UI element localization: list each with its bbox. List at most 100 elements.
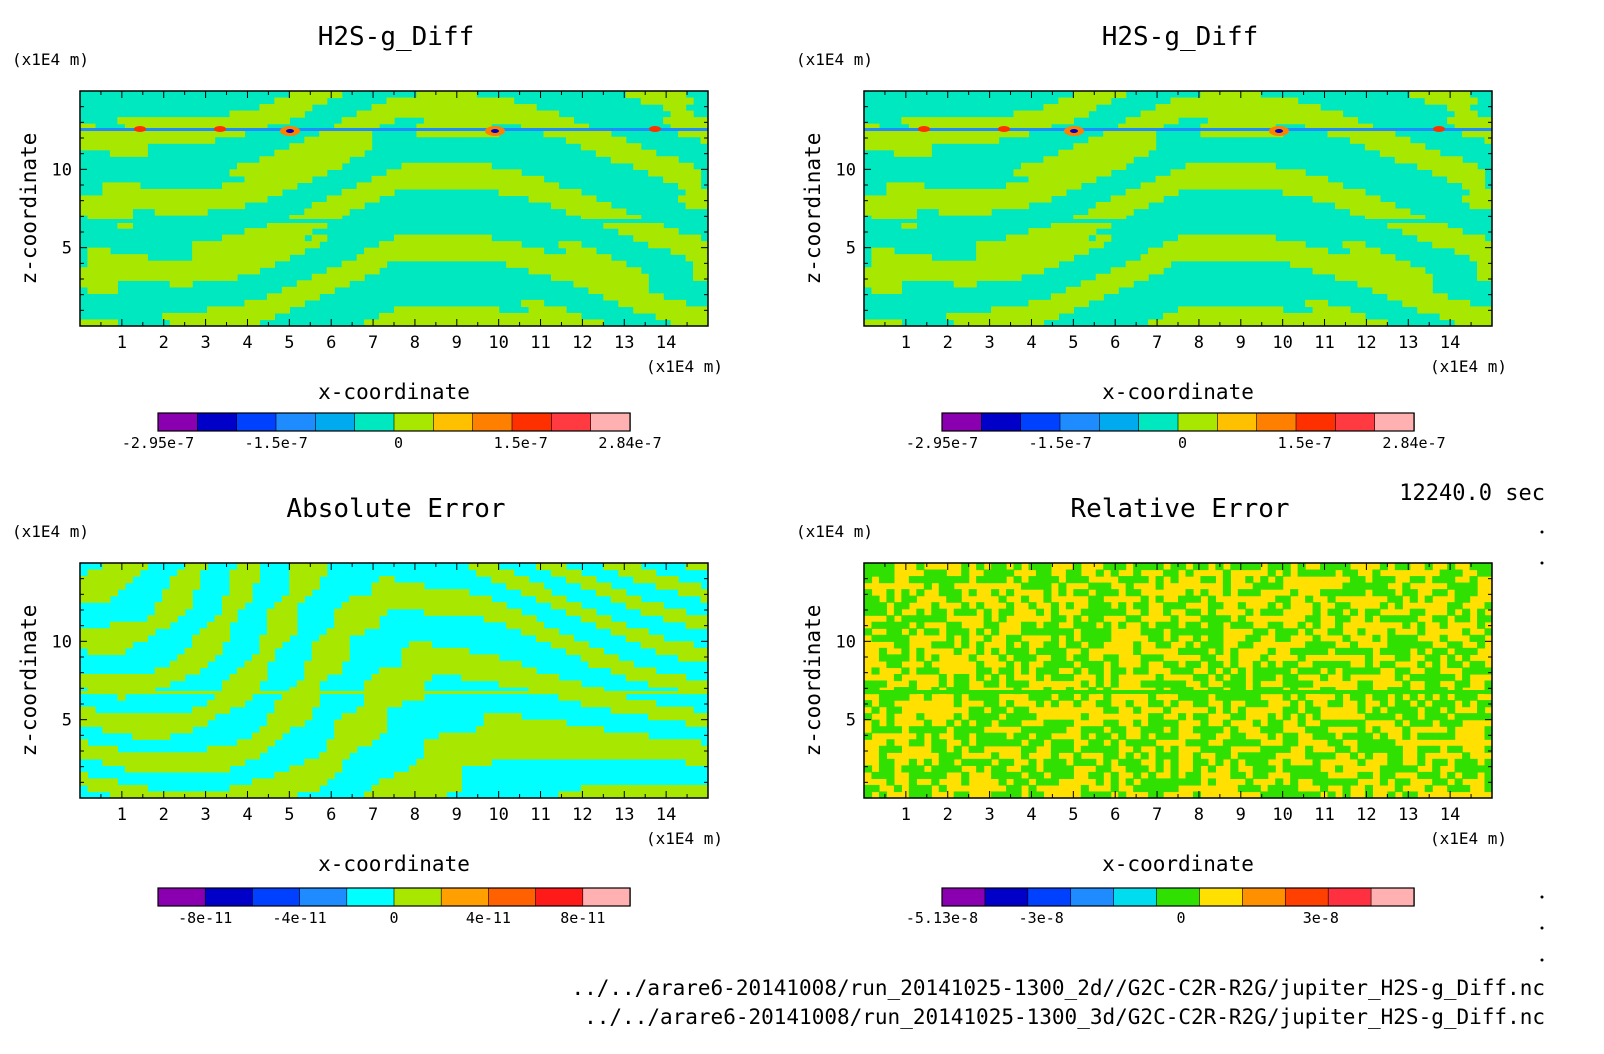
heatmap-cell [423,104,432,112]
heatmap-cell [1364,130,1373,138]
heatmap-cell [655,169,664,177]
heatmap-cell [670,123,679,131]
heatmap-cell [1267,110,1276,118]
heatmap-cell [438,182,447,190]
heatmap-cell [528,247,537,255]
heatmap-cell [693,273,702,281]
heatmap-cell [640,745,649,753]
heatmap-cell [192,247,201,255]
heatmap-cell [386,247,395,255]
heatmap-cell [513,312,522,321]
heatmap-cell [319,752,328,760]
heatmap-cell [1207,175,1216,183]
heatmap-cell [94,569,104,577]
heatmap-cell [117,267,126,275]
heatmap-cell [251,117,261,125]
heatmap-cell [1372,201,1381,210]
heatmap-cell [1185,175,1194,183]
heatmap-cell [1088,97,1097,105]
heatmap-cell [259,726,268,734]
heatmap-cell [94,201,104,210]
heatmap-cell [453,608,462,616]
heatmap-cell [655,673,664,682]
y-axis-title: z-coordinate [17,605,41,757]
heatmap-cell [1394,136,1403,144]
heatmap-cell [356,117,365,125]
heatmap-cell [1222,123,1231,131]
heatmap-cell [1432,156,1441,164]
heatmap-cell [1372,143,1381,151]
heatmap-cell [423,791,432,798]
heatmap-cell [573,576,582,584]
heatmap-cell [1095,273,1104,281]
heatmap-cell [1312,312,1321,321]
heatmap-cell [102,143,111,151]
heatmap-cell [199,641,208,649]
heatmap-cell [1237,169,1246,177]
heatmap-cell [931,739,940,747]
colorbar-frame [157,887,631,907]
heatmap-cell [961,123,970,131]
heatmap-cell [154,713,163,721]
heatmap-cell [468,97,477,105]
heatmap-cell [491,667,500,675]
heatmap-cell [663,641,672,649]
heatmap-cell [573,312,582,321]
heatmap-cell [886,634,895,642]
heatmap-cell [991,647,1000,655]
heatmap-cell [266,188,275,197]
heatmap-cell [1267,169,1276,177]
heatmap-cell [1305,247,1314,255]
heatmap-cell [1200,123,1209,131]
heatmap-cell [289,234,298,242]
heatmap-cell [296,293,305,301]
heatmap-cell [207,195,216,203]
heatmap-cell [618,293,627,301]
heatmap-cell [244,299,253,308]
heatmap-cell [207,628,216,636]
heatmap-cell [1394,208,1403,216]
heatmap-cell [588,654,597,662]
heatmap-cell [124,758,133,766]
heatmap-cell [453,654,462,662]
heatmap-cell [483,608,492,616]
heatmap-cell [625,299,634,308]
heatmap-cell [1125,143,1134,151]
heatmap-cell [281,608,290,616]
heatmap-cell [923,117,932,125]
heatmap-cell [446,745,455,753]
heatmap-cell [177,589,186,597]
heatmap-cell [124,713,133,721]
heatmap-cell [580,319,589,326]
heatmap-cell [521,621,530,629]
heatmap-cell [319,208,328,216]
heatmap-cell [1252,182,1261,190]
heatmap-cell [685,589,694,597]
heatmap-cell [663,299,672,308]
heatmap-cell [1133,188,1142,197]
heatmap-cell [117,149,126,157]
heatmap-cell [1335,182,1344,190]
heatmap-cell [423,312,432,321]
heatmap-cell [588,647,597,655]
heatmap-cell [1237,254,1246,262]
heatmap-cell [371,595,380,603]
heatmap-cell [109,582,118,590]
heatmap-cell [1305,260,1314,268]
heatmap-cell [916,149,925,157]
heatmap-cell [177,667,186,675]
heatmap-cell [1454,97,1463,105]
heatmap-cell [1080,299,1089,308]
heatmap-cell [961,732,970,740]
heatmap-cell [946,201,955,210]
heatmap-cell [491,241,500,249]
heatmap-cell [1207,312,1216,321]
heatmap-cell [274,784,283,793]
heatmap-cell [229,201,238,210]
heatmap-feature [286,129,294,133]
heatmap-cell [423,641,432,649]
heatmap-cell [1021,726,1030,734]
heatmap-cell [983,247,992,255]
heatmap-cell [1035,247,1045,255]
heatmap-cell [1073,175,1082,183]
